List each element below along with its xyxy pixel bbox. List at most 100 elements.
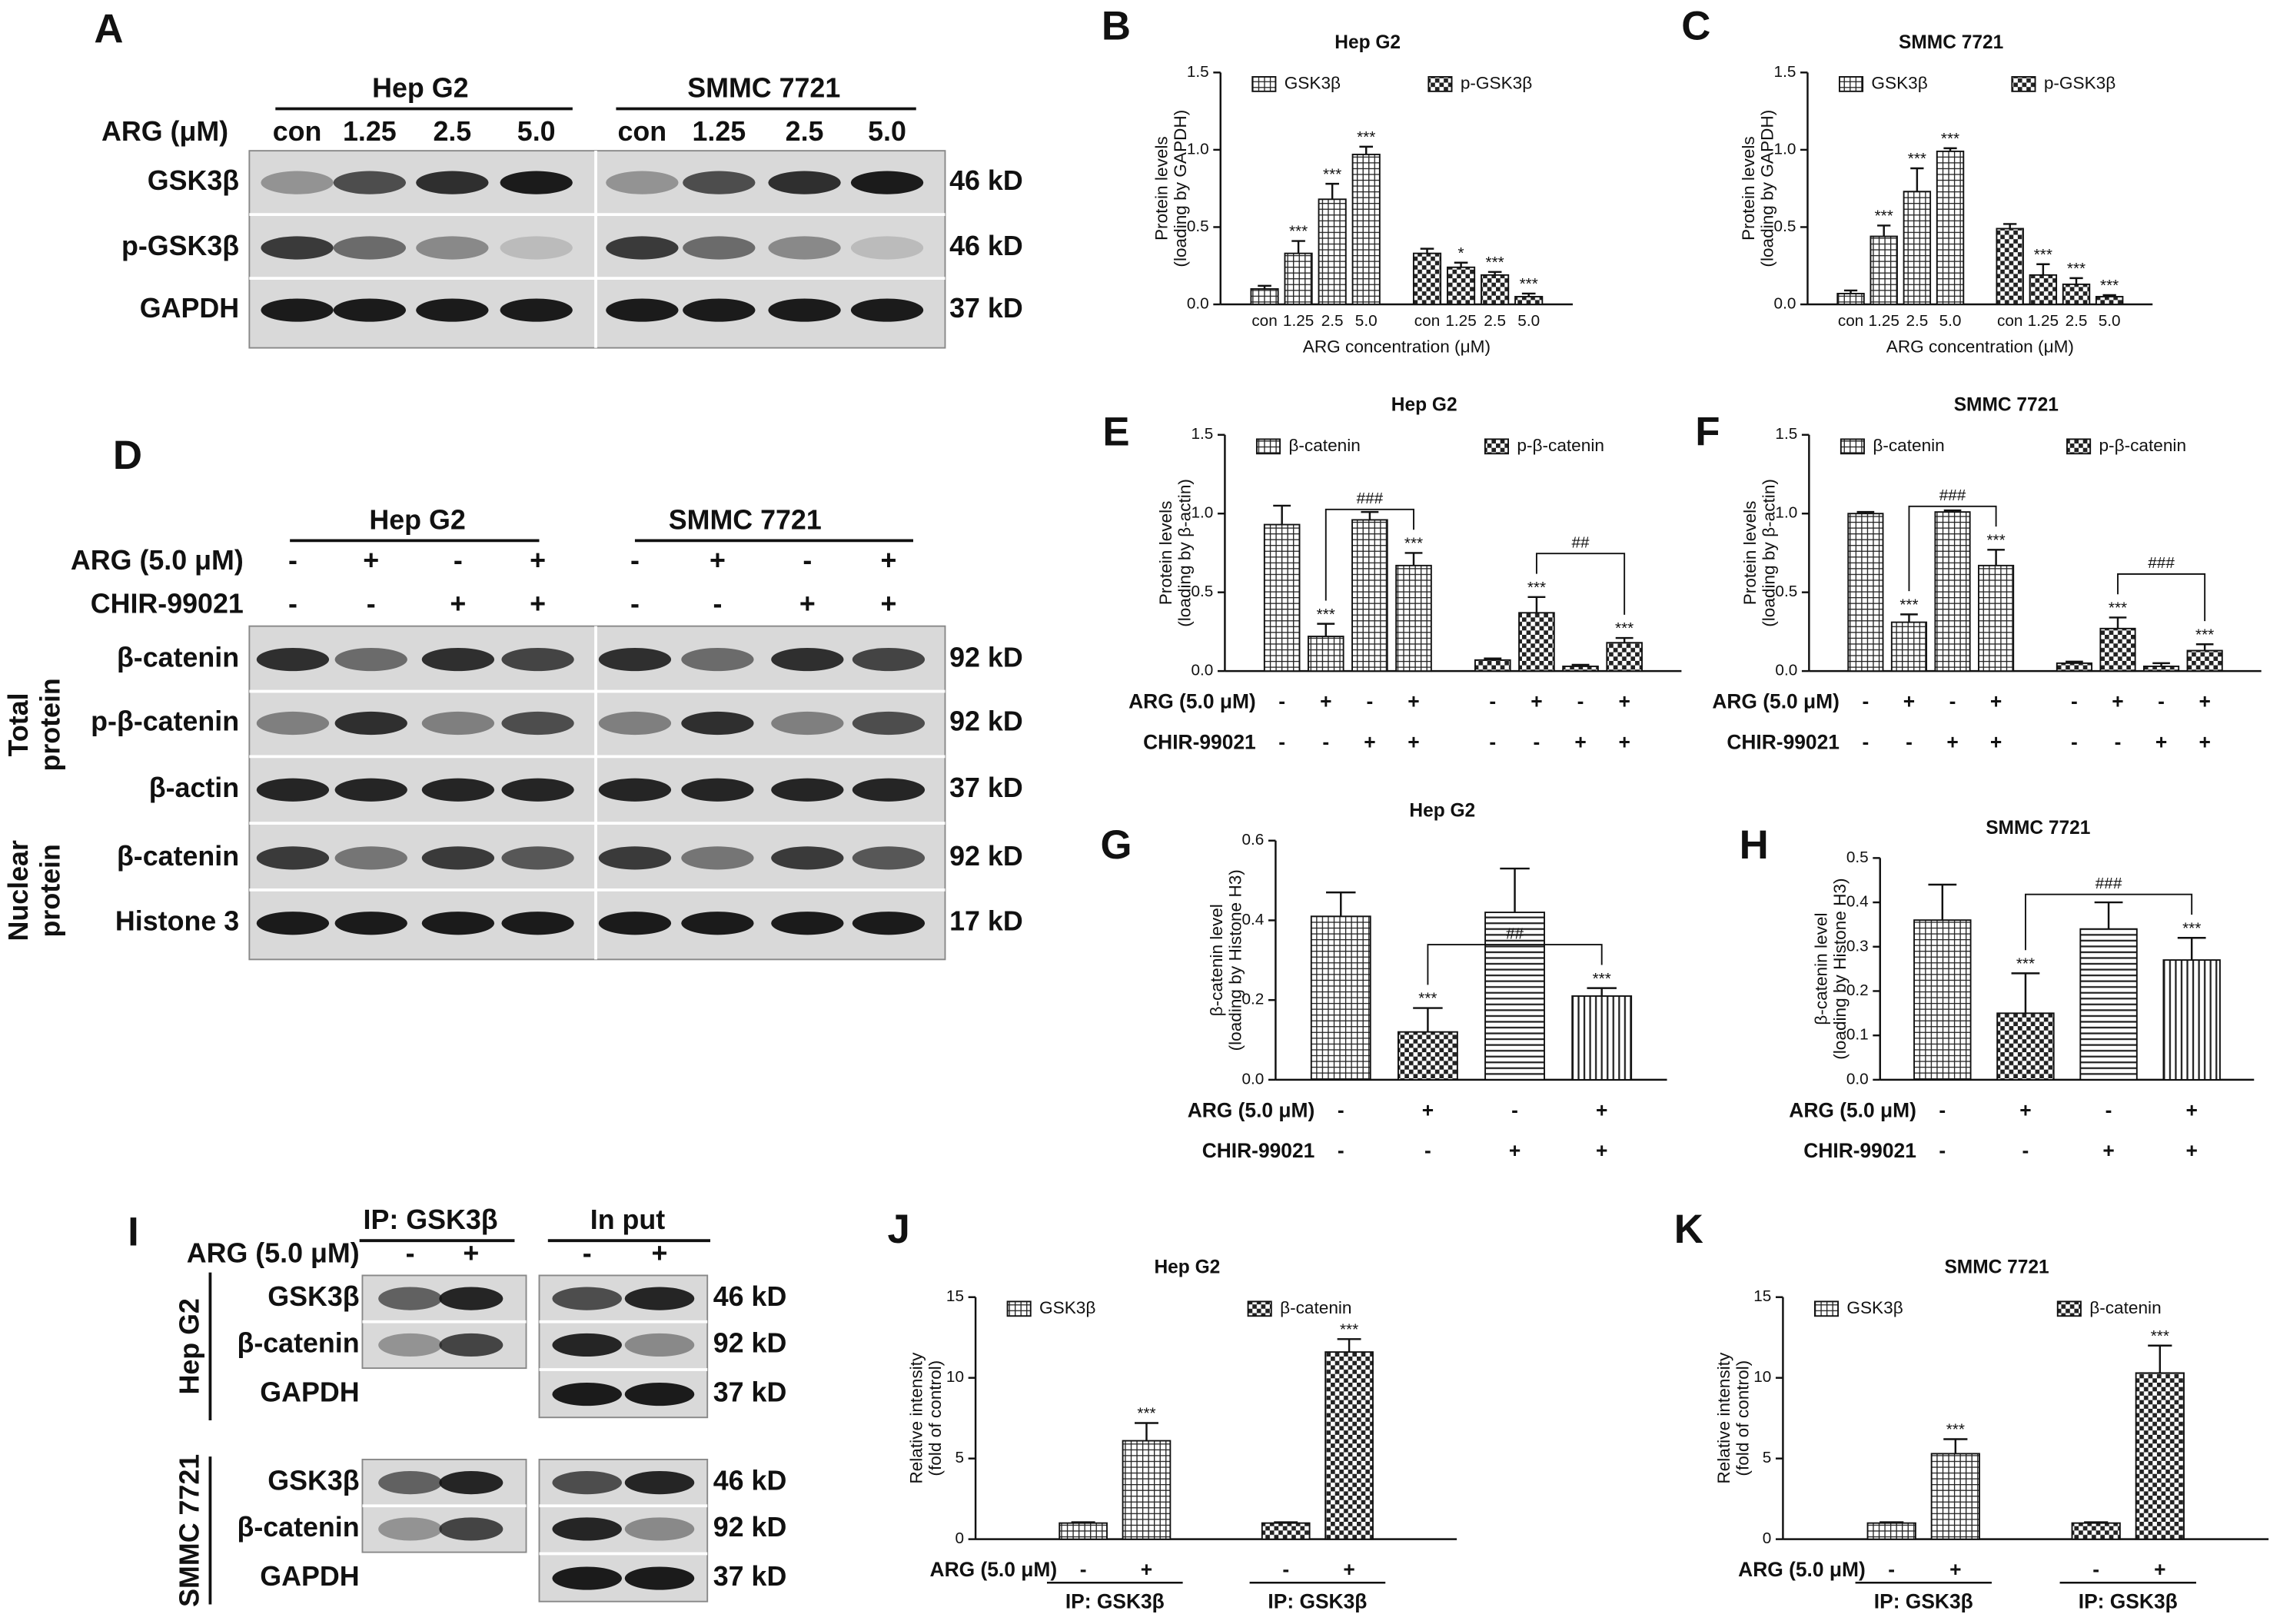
legend-swatch (1484, 438, 1510, 455)
legend-swatch (1813, 1300, 1840, 1317)
band (681, 912, 754, 935)
chart-title: SMMC 7721 (1899, 32, 2003, 53)
band (852, 647, 926, 672)
y-tick-label: 1.5 (1191, 425, 1213, 443)
size-label: 37 kD (949, 772, 1023, 803)
y-tick-label: 0.0 (1241, 1070, 1264, 1088)
error-bar (2094, 901, 2123, 929)
x-tick-label: con (1414, 312, 1440, 330)
dose-label: ARG (μM) (101, 116, 228, 147)
condition-label: CHIR-99021 (1727, 730, 1840, 753)
error-bar (2195, 643, 2214, 651)
panel-letter: I (128, 1210, 139, 1255)
significance-bracket (1427, 944, 1603, 985)
band (624, 1517, 695, 1541)
band (852, 912, 926, 935)
bar (1059, 1522, 1108, 1540)
row-label: GSK3β (148, 165, 239, 196)
band (261, 171, 334, 194)
band (850, 171, 924, 194)
condition-sign: - (367, 589, 376, 619)
y-tick-label: 15 (946, 1287, 964, 1305)
band (852, 778, 926, 802)
error-bar (1571, 663, 1590, 666)
section-label: Nuclear (3, 840, 34, 941)
y-tick-label: 1.0 (1774, 140, 1796, 158)
band (552, 1471, 622, 1495)
band (598, 912, 672, 935)
significance: *** (1357, 128, 1375, 146)
chart-title: Hep G2 (1391, 395, 1457, 416)
significance: *** (1323, 165, 1341, 183)
x-tick-label: 5.0 (1355, 312, 1378, 330)
error-bar (1454, 261, 1468, 267)
legend-label: GSK3β (1285, 73, 1341, 92)
bar (2095, 296, 2124, 305)
condition-label: CHIR-99021 (1803, 1139, 1916, 1162)
error-bar (1910, 167, 1924, 192)
y-tick-label: 0.4 (1241, 911, 1264, 928)
band (501, 778, 574, 802)
y-tick-label: 0.2 (1241, 991, 1264, 1008)
band (333, 298, 406, 322)
condition-sign: + (1596, 1098, 1607, 1121)
condition-sign: + (1990, 730, 2002, 753)
error-bar (1856, 510, 1875, 514)
section-label: Total (3, 692, 34, 756)
y-tick-label: 0.0 (1774, 295, 1796, 313)
y-tick-label: 15 (1753, 1287, 1771, 1305)
panel-letter: C (1681, 4, 1710, 49)
band (850, 298, 924, 322)
significance: *** (2016, 955, 2035, 973)
condition-sign: - (1888, 1558, 1895, 1581)
y-tick-label: 0.0 (1846, 1070, 1869, 1088)
panel-letter: F (1695, 410, 1720, 455)
band (598, 846, 672, 870)
bar (1351, 519, 1388, 673)
condition-sign: + (1946, 730, 1958, 753)
condition-sign: - (1322, 730, 1329, 753)
bracket-label: ### (1357, 490, 1384, 507)
condition-sign: + (2154, 1558, 2165, 1581)
band (439, 1333, 504, 1357)
band (378, 1287, 443, 1310)
significance: *** (2151, 1327, 2169, 1345)
significance: *** (1899, 596, 1918, 614)
x-tick-label: 5.0 (1517, 312, 1540, 330)
condition-sign: - (2071, 690, 2078, 713)
bar (1936, 150, 1965, 305)
lane-label: 1.25 (343, 116, 397, 147)
condition-sign: + (2155, 730, 2167, 753)
bar (1447, 266, 1476, 305)
group-label: Hep G2 (372, 72, 468, 103)
group-label: IP: GSK3β (1268, 1590, 1367, 1613)
y-tick-label: 0.0 (1191, 662, 1213, 679)
condition-sign: + (1618, 690, 1630, 713)
y-tick-label: 10 (946, 1368, 964, 1386)
x-tick-label: 1.25 (2028, 312, 2059, 330)
y-axis-label: (loading by GAPDH) (1171, 110, 1190, 267)
condition-sign: + (463, 1238, 479, 1269)
significance: *** (1593, 970, 1611, 988)
row-label: β-catenin (237, 1512, 359, 1543)
size-label: 92 kD (949, 841, 1023, 872)
band (852, 711, 926, 736)
error-bar (1325, 182, 1339, 200)
size-label: 46 kD (713, 1466, 787, 1496)
condition-sign: - (288, 545, 297, 576)
y-tick-label: 1.0 (1775, 504, 1797, 522)
significance: *** (1908, 150, 1926, 168)
bracket-label: ### (2096, 875, 2122, 892)
band (334, 846, 407, 870)
significance-bracket (1324, 508, 1414, 601)
condition-sign: + (1903, 690, 1915, 713)
row-label: GSK3β (268, 1466, 359, 1496)
band (552, 1382, 622, 1406)
x-tick-label: 2.5 (1484, 312, 1506, 330)
condition-sign: - (583, 1238, 592, 1269)
error-bar (1361, 510, 1379, 520)
condition-sign: + (2199, 690, 2210, 713)
bar (2079, 928, 2138, 1081)
error-bar (1420, 247, 1434, 254)
y-tick-label: 10 (1753, 1368, 1771, 1386)
